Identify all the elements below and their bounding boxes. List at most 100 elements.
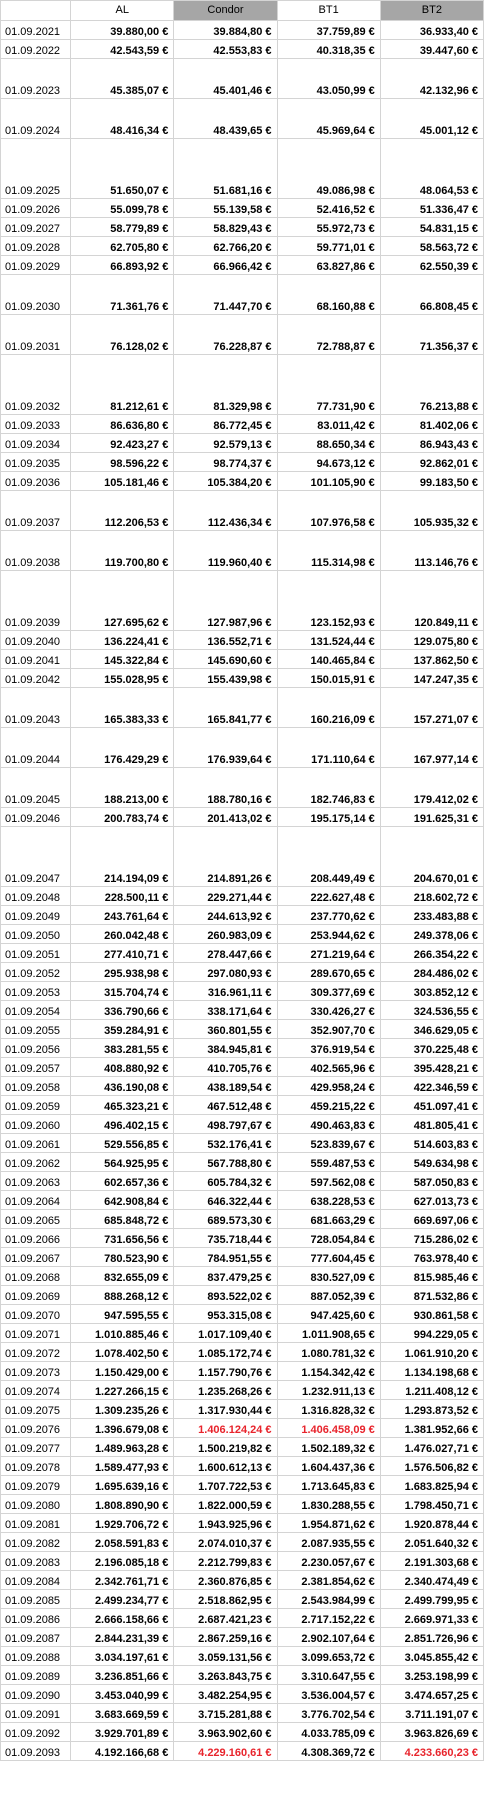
bt2-value-cell[interactable]: 113.146,76 € (379, 530, 484, 571)
bt2-value-cell[interactable]: 137.862,50 € (379, 649, 484, 669)
bt1-value-cell[interactable]: 289.670,65 € (276, 962, 381, 982)
condor-value-cell[interactable]: 2.867.259,16 € (173, 1627, 278, 1647)
date-cell[interactable]: 01.09.2045 (0, 767, 72, 808)
bt2-value-cell[interactable]: 395.428,21 € (379, 1057, 484, 1077)
date-cell[interactable]: 01.09.2085 (0, 1589, 72, 1609)
bt2-value-cell[interactable]: 2.340.474,49 € (379, 1570, 484, 1590)
condor-value-cell[interactable]: 2.074.010,37 € (173, 1532, 278, 1552)
bt1-value-cell[interactable]: 402.565,96 € (276, 1057, 381, 1077)
bt2-value-cell[interactable]: 3.963.826,69 € (379, 1722, 484, 1742)
bt1-value-cell[interactable]: 107.976,58 € (276, 490, 381, 531)
al-value-cell[interactable]: 315.704,74 € (70, 981, 175, 1001)
al-value-cell[interactable]: 3.453.040,99 € (70, 1684, 175, 1704)
al-value-cell[interactable]: 465.323,21 € (70, 1095, 175, 1115)
date-cell[interactable]: 01.09.2064 (0, 1190, 72, 1210)
date-cell[interactable]: 01.09.2049 (0, 905, 72, 925)
bt2-value-cell[interactable]: 2.191.303,68 € (379, 1551, 484, 1571)
bt1-value-cell[interactable]: 309.377,69 € (276, 981, 381, 1001)
al-value-cell[interactable]: 1.078.402,50 € (70, 1342, 175, 1362)
condor-value-cell[interactable]: 165.841,77 € (173, 687, 278, 728)
date-cell[interactable]: 01.09.2062 (0, 1152, 72, 1172)
bt2-value-cell[interactable]: 871.532,86 € (379, 1285, 484, 1305)
bt2-value-cell[interactable]: 86.943,43 € (379, 433, 484, 453)
bt1-value-cell[interactable]: 68.160,88 € (276, 274, 381, 315)
date-cell[interactable]: 01.09.2037 (0, 490, 72, 531)
condor-value-cell[interactable]: 3.059.131,56 € (173, 1646, 278, 1666)
bt1-value-cell[interactable]: 459.215,22 € (276, 1095, 381, 1115)
condor-value-cell[interactable]: 1.157.790,76 € (173, 1361, 278, 1381)
condor-value-cell[interactable]: 498.797,67 € (173, 1114, 278, 1134)
bt1-value-cell[interactable]: 253.944,62 € (276, 924, 381, 944)
date-cell[interactable]: 01.09.2083 (0, 1551, 72, 1571)
condor-value-cell[interactable]: 735.718,44 € (173, 1228, 278, 1248)
bt2-value-cell[interactable]: 284.486,02 € (379, 962, 484, 982)
date-cell[interactable]: 01.09.2041 (0, 649, 72, 669)
date-cell[interactable]: 01.09.2025 (0, 138, 72, 199)
bt1-value-cell[interactable]: 330.426,27 € (276, 1000, 381, 1020)
condor-value-cell[interactable]: 62.766,20 € (173, 236, 278, 256)
date-cell[interactable]: 01.09.2087 (0, 1627, 72, 1647)
date-cell[interactable]: 01.09.2021 (0, 20, 72, 40)
condor-value-cell[interactable]: 1.017.109,40 € (173, 1323, 278, 1343)
date-cell[interactable]: 01.09.2067 (0, 1247, 72, 1267)
date-cell[interactable]: 01.09.2089 (0, 1665, 72, 1685)
header-date[interactable] (0, 0, 72, 21)
condor-value-cell[interactable]: 338.171,64 € (173, 1000, 278, 1020)
bt2-value-cell[interactable]: 39.447,60 € (379, 39, 484, 59)
date-cell[interactable]: 01.09.2071 (0, 1323, 72, 1343)
bt2-value-cell[interactable]: 1.211.408,12 € (379, 1380, 484, 1400)
bt2-value-cell[interactable]: 715.286,02 € (379, 1228, 484, 1248)
bt2-value-cell[interactable]: 815.985,46 € (379, 1266, 484, 1286)
date-cell[interactable]: 01.09.2058 (0, 1076, 72, 1096)
bt2-value-cell[interactable]: 36.933,40 € (379, 20, 484, 40)
al-value-cell[interactable]: 98.596,22 € (70, 452, 175, 472)
bt2-value-cell[interactable]: 81.402,06 € (379, 414, 484, 434)
condor-value-cell[interactable]: 3.963.902,60 € (173, 1722, 278, 1742)
al-value-cell[interactable]: 62.705,80 € (70, 236, 175, 256)
date-cell[interactable]: 01.09.2036 (0, 471, 72, 491)
bt1-value-cell[interactable]: 681.663,29 € (276, 1209, 381, 1229)
bt2-value-cell[interactable]: 54.831,15 € (379, 217, 484, 237)
al-value-cell[interactable]: 42.543,59 € (70, 39, 175, 59)
date-cell[interactable]: 01.09.2069 (0, 1285, 72, 1305)
al-value-cell[interactable]: 277.410,71 € (70, 943, 175, 963)
al-value-cell[interactable]: 2.058.591,83 € (70, 1532, 175, 1552)
al-value-cell[interactable]: 165.383,33 € (70, 687, 175, 728)
condor-value-cell[interactable]: 98.774,37 € (173, 452, 278, 472)
bt1-value-cell[interactable]: 1.502.189,32 € (276, 1437, 381, 1457)
condor-value-cell[interactable]: 1.235.268,26 € (173, 1380, 278, 1400)
date-cell[interactable]: 01.09.2054 (0, 1000, 72, 1020)
date-cell[interactable]: 01.09.2066 (0, 1228, 72, 1248)
bt2-value-cell[interactable]: 422.346,59 € (379, 1076, 484, 1096)
condor-value-cell[interactable]: 86.772,45 € (173, 414, 278, 434)
bt2-value-cell[interactable]: 266.354,22 € (379, 943, 484, 963)
bt2-value-cell[interactable]: 167.977,14 € (379, 727, 484, 768)
bt2-value-cell[interactable]: 2.499.799,95 € (379, 1589, 484, 1609)
bt2-value-cell[interactable]: 549.634,98 € (379, 1152, 484, 1172)
condor-value-cell[interactable]: 893.522,02 € (173, 1285, 278, 1305)
bt1-value-cell[interactable]: 150.015,91 € (276, 668, 381, 688)
date-cell[interactable]: 01.09.2024 (0, 98, 72, 139)
al-value-cell[interactable]: 45.385,07 € (70, 58, 175, 99)
bt1-value-cell[interactable]: 2.087.935,55 € (276, 1532, 381, 1552)
condor-value-cell[interactable]: 2.360.876,85 € (173, 1570, 278, 1590)
bt1-value-cell[interactable]: 597.562,08 € (276, 1171, 381, 1191)
date-cell[interactable]: 01.09.2033 (0, 414, 72, 434)
bt1-value-cell[interactable]: 123.152,93 € (276, 570, 381, 631)
al-value-cell[interactable]: 2.666.158,66 € (70, 1608, 175, 1628)
date-cell[interactable]: 01.09.2075 (0, 1399, 72, 1419)
al-value-cell[interactable]: 529.556,85 € (70, 1133, 175, 1153)
bt2-value-cell[interactable]: 76.213,88 € (379, 354, 484, 415)
condor-value-cell[interactable]: 1.707.722,53 € (173, 1475, 278, 1495)
bt2-value-cell[interactable]: 1.476.027,71 € (379, 1437, 484, 1457)
bt1-value-cell[interactable]: 2.381.854,62 € (276, 1570, 381, 1590)
bt2-value-cell[interactable]: 1.061.910,20 € (379, 1342, 484, 1362)
bt2-value-cell[interactable]: 42.132,96 € (379, 58, 484, 99)
condor-value-cell[interactable]: 71.447,70 € (173, 274, 278, 315)
date-cell[interactable]: 01.09.2063 (0, 1171, 72, 1191)
bt2-value-cell[interactable]: 587.050,83 € (379, 1171, 484, 1191)
bt1-value-cell[interactable]: 523.839,67 € (276, 1133, 381, 1153)
bt1-value-cell[interactable]: 352.907,70 € (276, 1019, 381, 1039)
bt1-value-cell[interactable]: 101.105,90 € (276, 471, 381, 491)
bt1-value-cell[interactable]: 222.627,48 € (276, 886, 381, 906)
